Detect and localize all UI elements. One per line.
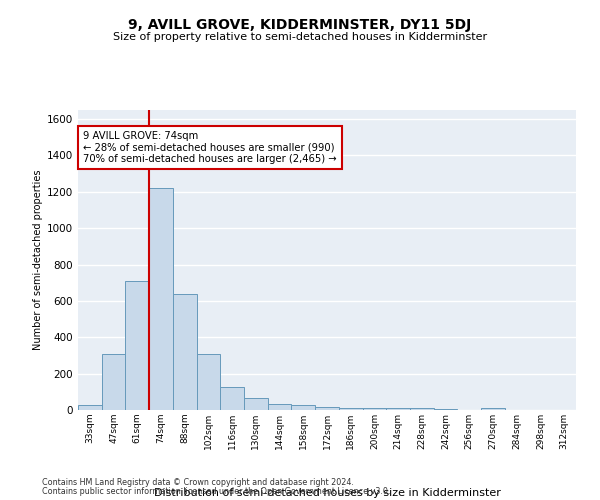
Y-axis label: Number of semi-detached properties: Number of semi-detached properties bbox=[33, 170, 43, 350]
Bar bbox=[220, 388, 244, 410]
Bar bbox=[410, 408, 434, 410]
Bar bbox=[197, 354, 220, 410]
Text: 9, AVILL GROVE, KIDDERMINSTER, DY11 5DJ: 9, AVILL GROVE, KIDDERMINSTER, DY11 5DJ bbox=[128, 18, 472, 32]
Bar bbox=[268, 404, 292, 410]
Bar bbox=[362, 408, 386, 410]
Bar bbox=[149, 188, 173, 410]
Bar bbox=[125, 281, 149, 410]
Text: 9 AVILL GROVE: 74sqm
← 28% of semi-detached houses are smaller (990)
70% of semi: 9 AVILL GROVE: 74sqm ← 28% of semi-detac… bbox=[83, 131, 337, 164]
Bar bbox=[173, 294, 197, 410]
Bar bbox=[292, 406, 315, 410]
X-axis label: Distribution of semi-detached houses by size in Kidderminster: Distribution of semi-detached houses by … bbox=[154, 488, 500, 498]
Bar bbox=[244, 398, 268, 410]
Bar bbox=[102, 354, 125, 410]
Text: Contains public sector information licensed under the Open Government Licence v3: Contains public sector information licen… bbox=[42, 486, 391, 496]
Text: Contains HM Land Registry data © Crown copyright and database right 2024.: Contains HM Land Registry data © Crown c… bbox=[42, 478, 354, 487]
Bar bbox=[339, 408, 362, 410]
Bar bbox=[78, 404, 102, 410]
Text: Size of property relative to semi-detached houses in Kidderminster: Size of property relative to semi-detach… bbox=[113, 32, 487, 42]
Bar bbox=[386, 408, 410, 410]
Bar bbox=[481, 408, 505, 410]
Bar bbox=[315, 408, 339, 410]
Bar bbox=[434, 408, 457, 410]
